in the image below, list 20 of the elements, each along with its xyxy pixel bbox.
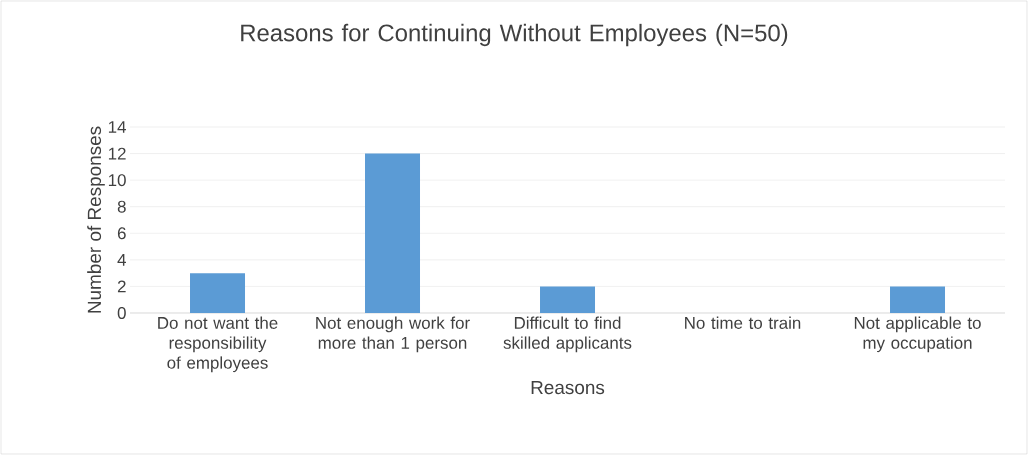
chart-title: Reasons for Continuing Without Employees (N=50) (241, 23, 788, 47)
y-tick-label: 12 (108, 147, 126, 160)
x-tick-label: Do not want the responsibility of employees (158, 316, 278, 373)
bar (540, 286, 596, 313)
x-tick-label: Not applicable to my occupation (854, 316, 981, 353)
y-tick-label: 6 (117, 227, 126, 240)
y-tick-label: 4 (117, 254, 126, 266)
y-tick-label: 2 (117, 280, 126, 293)
y-axis-title: Number of Responses (87, 126, 105, 313)
y-tick-label: 10 (108, 174, 126, 187)
x-tick-label: No time to train (685, 316, 801, 329)
bar (890, 286, 946, 313)
bar (365, 153, 421, 313)
x-tick-label: Not enough work for more than 1 person (316, 316, 470, 353)
bar (190, 273, 246, 313)
x-axis-title: Reasons (531, 380, 605, 395)
y-tick-label: 14 (108, 121, 126, 133)
y-tick-label: 0 (117, 306, 126, 319)
x-tick-label: Difficult to find skilled applicants (503, 316, 632, 353)
y-tick-label: 8 (117, 200, 126, 213)
